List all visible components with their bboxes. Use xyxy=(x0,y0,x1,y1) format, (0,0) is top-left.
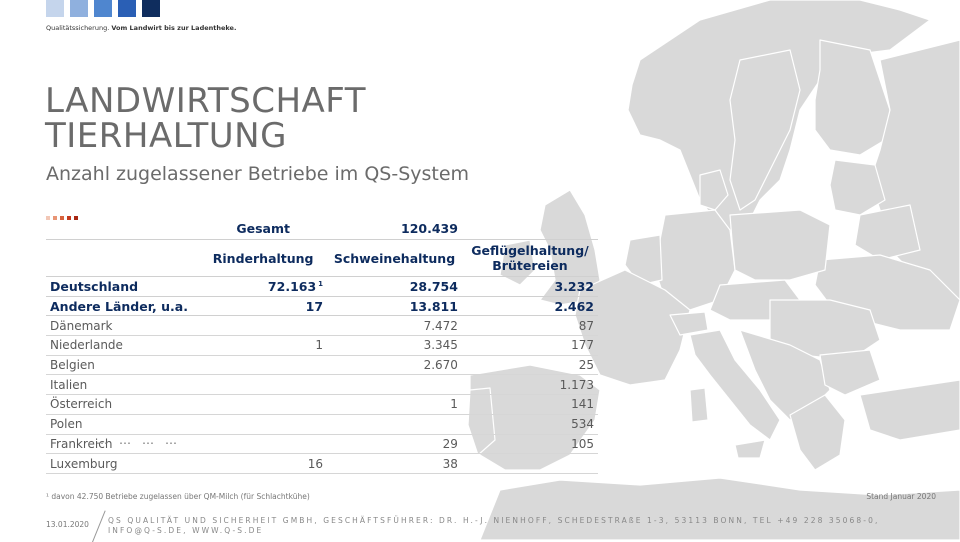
page-title: LANDWIRTSCHAFT TIERHALTUNG xyxy=(45,84,366,154)
map-north-africa xyxy=(479,477,960,540)
title-line-2: TIERHALTUNG xyxy=(45,116,287,156)
gefluegel-cell xyxy=(461,453,598,474)
map-sardinia xyxy=(689,387,709,423)
accent-dot-5 xyxy=(74,216,78,220)
gefluegel-cell: 105 xyxy=(461,434,598,455)
rind-cell xyxy=(199,315,328,337)
table-row: Niederlande 1 3.345 177 xyxy=(46,335,598,356)
gefluegel-cell: 2.462 xyxy=(461,296,598,317)
tagline: Qualitätssicherung. Vom Landwirt bis zur… xyxy=(46,24,237,32)
total-label: Gesamt xyxy=(236,220,290,236)
footer-date: 13.01.2020 xyxy=(46,520,89,529)
schwein-cell: 3.345 xyxy=(327,335,462,356)
col-header-schwein: Schweinehaltung xyxy=(327,239,462,277)
logo-square-2 xyxy=(70,0,88,17)
ellipsis-cell: … xyxy=(96,433,108,447)
rind-cell: 72.163 1 xyxy=(199,276,328,297)
gefluegel-cell: 177 xyxy=(461,335,598,356)
schwein-cell: 13.811 xyxy=(327,296,462,317)
accent-dot-2 xyxy=(53,216,57,220)
table-row: Österreich 1 141 xyxy=(46,394,598,415)
rind-cell: 17 xyxy=(199,296,328,317)
country-cell: Polen xyxy=(46,414,200,435)
footnote: ¹ davon 42.750 Betriebe zugelassen über … xyxy=(46,492,310,501)
gefluegel-cell: 534 xyxy=(461,414,598,435)
schwein-cell xyxy=(327,374,462,396)
country-cell: Luxemburg xyxy=(46,453,200,474)
rind-cell xyxy=(199,414,328,435)
map-sicily xyxy=(734,439,766,459)
footer-company-info: QS QUALITÄT UND SICHERHEIT GMBH, GESCHÄF… xyxy=(108,516,880,535)
col-header-rind: Rinderhaltung xyxy=(199,239,328,277)
rind-cell xyxy=(199,355,328,376)
rind-cell xyxy=(199,394,328,415)
rind-cell: 1 xyxy=(199,335,328,356)
table-row: Belgien 2.670 25 xyxy=(46,355,598,376)
ellipsis-row: … … … … xyxy=(92,433,181,452)
schwein-cell: 1 xyxy=(327,394,462,415)
ellipsis-cell: … xyxy=(142,433,154,447)
gefluegel-cell: 141 xyxy=(461,394,598,415)
map-finland xyxy=(814,39,891,156)
map-denmark xyxy=(699,169,729,211)
logo-square-3 xyxy=(94,0,112,17)
logo-square-5 xyxy=(142,0,160,17)
schwein-cell: 7.472 xyxy=(327,315,462,337)
table-row: Luxemburg 16 38 xyxy=(46,453,598,474)
col-header-gefluegel: Geflügelhaltung/Brütereien xyxy=(461,239,598,277)
map-bulgaria xyxy=(819,349,881,396)
accent-dot-1 xyxy=(46,216,50,220)
page-subtitle: Anzahl zugelassener Betriebe im QS-Syste… xyxy=(46,163,470,185)
map-italy xyxy=(689,329,781,441)
stand-date: Stand Januar 2020 xyxy=(866,492,936,501)
logo-square-4 xyxy=(118,0,136,17)
logo-square-1 xyxy=(46,0,64,17)
accent-dot-3 xyxy=(60,216,64,220)
gefluegel-cell: 1.173 xyxy=(461,374,598,396)
map-switzerland xyxy=(669,311,709,336)
gefluegel-cell: 25 xyxy=(461,355,598,376)
table-row-andere-laender: Andere Länder, u.a. 17 13.811 2.462 xyxy=(46,296,598,317)
title-line-1: LANDWIRTSCHAFT xyxy=(45,81,367,121)
table-row: Frankreich 29 105 xyxy=(46,434,598,455)
rind-cell xyxy=(199,434,328,455)
country-cell: Dänemark xyxy=(46,315,200,337)
accent-dots xyxy=(46,216,78,220)
ellipsis-cell: … xyxy=(165,433,177,447)
table-row: Italien 1.173 xyxy=(46,374,598,396)
betriebe-table: Gesamt 120.439 Rinderhaltung Schweinehal… xyxy=(46,217,598,474)
schwein-cell: 2.670 xyxy=(327,355,462,376)
country-cell: Frankreich xyxy=(46,434,200,455)
schwein-cell: 38 xyxy=(327,453,462,474)
column-header-row: Rinderhaltung Schweinehaltung Geflügelha… xyxy=(46,239,598,277)
country-cell: Österreich xyxy=(46,394,200,415)
country-cell: Italien xyxy=(46,374,200,396)
qs-logo xyxy=(46,0,160,17)
map-turkey xyxy=(859,379,960,441)
schwein-cell xyxy=(327,414,462,435)
schwein-cell: 29 xyxy=(327,434,462,455)
table-row: Dänemark 7.472 87 xyxy=(46,315,598,337)
table-row: Polen 534 xyxy=(46,414,598,435)
rind-cell: 16 xyxy=(199,453,328,474)
gefluegel-cell: 87 xyxy=(461,315,598,337)
total-row: Gesamt 120.439 xyxy=(46,217,598,240)
accent-dot-4 xyxy=(67,216,71,220)
map-belarus xyxy=(854,204,921,261)
map-sweden-inner xyxy=(729,49,801,211)
total-value: 120.439 xyxy=(401,220,458,236)
map-greece xyxy=(789,394,846,471)
country-cell: Deutschland xyxy=(46,276,200,297)
gefluegel-cell: 3.232 xyxy=(461,276,598,297)
footnote-marker: 1 xyxy=(318,279,324,288)
ellipsis-cell: … xyxy=(119,433,131,447)
country-cell: Andere Länder, u.a. xyxy=(46,296,200,317)
table-row-deutschland: Deutschland 72.163 1 28.754 3.232 xyxy=(46,276,598,297)
country-cell: Niederlande xyxy=(46,335,200,356)
schwein-cell: 28.754 xyxy=(327,276,462,297)
rind-cell xyxy=(199,374,328,396)
country-cell: Belgien xyxy=(46,355,200,376)
map-poland xyxy=(729,209,831,281)
